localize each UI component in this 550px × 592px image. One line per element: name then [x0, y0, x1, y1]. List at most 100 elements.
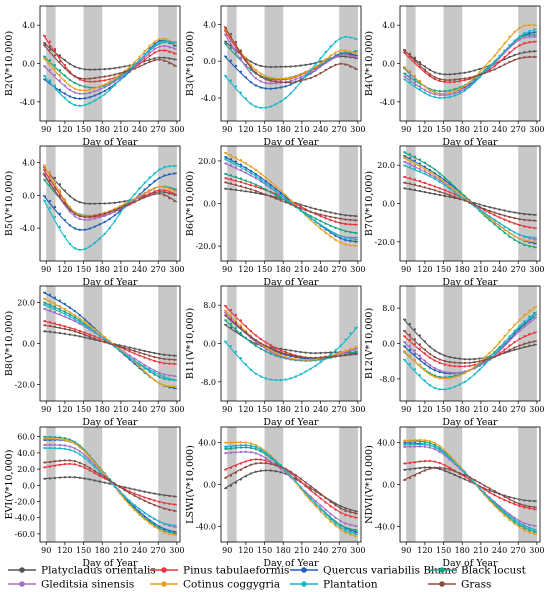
data-point-plantation — [244, 97, 248, 100]
data-point-cotinus-coggygria — [314, 504, 317, 508]
x-tick-label: 240 — [313, 405, 328, 414]
data-point-pinus-tabulaeformis — [319, 215, 322, 218]
data-point-platycladus-orientalis — [108, 67, 111, 70]
x-tick-label: 240 — [492, 265, 507, 274]
data-point-grass — [493, 211, 496, 214]
data-point-quercus-variabilis-blume — [264, 87, 267, 90]
data-point-grass — [113, 73, 116, 76]
x-tick-label: 150 — [76, 265, 91, 274]
data-point-plantation — [294, 480, 297, 483]
x-tick-label: 120 — [57, 265, 72, 274]
data-point-black-locust — [224, 447, 228, 451]
data-point-quercus-variabilis-blume — [88, 322, 91, 326]
data-point-plantation — [53, 215, 57, 219]
data-point-gleditsia-sinensis — [229, 39, 233, 43]
data-point-pinus-tabulaeformis — [48, 465, 52, 468]
data-point-quercus-variabilis-blume — [418, 357, 422, 361]
data-point-grass — [443, 359, 446, 363]
data-point-pinus-tabulaeformis — [58, 323, 62, 326]
data-point-grass — [458, 77, 461, 81]
data-point-gleditsia-sinensis — [478, 364, 481, 367]
data-point-grass — [88, 335, 91, 338]
data-point-grass — [264, 344, 267, 348]
y-tick-label: -4.0 — [20, 98, 35, 107]
data-point-grass — [138, 198, 141, 201]
data-point-grass — [483, 358, 486, 362]
data-point-cotinus-coggygria — [294, 357, 297, 361]
data-point-plantation — [533, 28, 536, 31]
legend-marker-cotinus-coggygria — [161, 581, 167, 587]
data-point-grass — [478, 73, 481, 76]
data-point-cotinus-coggygria — [518, 526, 521, 529]
data-point-grass — [239, 326, 243, 329]
data-point-black-locust — [528, 529, 531, 532]
data-point-gleditsia-sinensis — [518, 519, 521, 523]
data-point-quercus-variabilis-blume — [239, 70, 243, 73]
x-tick-label: 180 — [276, 405, 291, 414]
data-point-black-locust — [488, 219, 491, 222]
y-tick-label: 40.0 — [377, 439, 395, 448]
data-point-grass — [403, 48, 407, 52]
data-point-platycladus-orientalis — [488, 489, 491, 492]
data-point-gleditsia-sinensis — [344, 53, 347, 57]
y-tick-label: -20.0 — [14, 498, 35, 507]
data-point-plantation — [289, 92, 292, 95]
data-point-platycladus-orientalis — [239, 189, 243, 192]
data-point-plantation — [108, 89, 111, 92]
data-point-plantation — [279, 100, 282, 103]
data-point-grass — [163, 507, 166, 510]
data-point-pinus-tabulaeformis — [249, 458, 253, 462]
data-point-plantation — [334, 349, 337, 352]
data-point-cotinus-coggygria — [448, 184, 451, 188]
x-tick-label: 210 — [473, 546, 488, 555]
data-point-pinus-tabulaeformis — [138, 494, 141, 497]
data-point-pinus-tabulaeformis — [153, 51, 156, 54]
data-point-grass — [68, 459, 72, 462]
data-point-grass — [468, 201, 471, 204]
data-point-grass — [448, 468, 451, 471]
shaded-period-3 — [158, 427, 177, 542]
data-point-pinus-tabulaeformis — [334, 220, 337, 223]
data-point-quercus-variabilis-blume — [344, 239, 347, 242]
data-point-grass — [93, 214, 96, 217]
data-point-plantation — [108, 226, 111, 230]
y-tick-label: 0.0 — [382, 200, 395, 209]
shaded-period-1 — [406, 427, 416, 542]
data-point-platycladus-orientalis — [448, 471, 451, 474]
data-point-pinus-tabulaeformis — [63, 325, 67, 328]
data-point-cotinus-coggygria — [518, 26, 521, 30]
data-point-black-locust — [254, 448, 257, 451]
data-point-platycladus-orientalis — [123, 65, 126, 68]
data-point-grass — [438, 77, 441, 81]
data-point-plantation — [513, 39, 516, 42]
data-point-plantation — [143, 511, 146, 515]
data-point-platycladus-orientalis — [314, 352, 317, 355]
data-point-gleditsia-sinensis — [148, 366, 151, 370]
data-point-pinus-tabulaeformis — [428, 183, 432, 186]
data-point-black-locust — [163, 377, 166, 381]
data-point-plantation — [498, 222, 501, 225]
data-point-pinus-tabulaeformis — [433, 359, 436, 362]
data-point-cotinus-coggygria — [168, 533, 171, 536]
y-axis-label: NDVI(V*10,000) — [364, 445, 375, 524]
data-point-gleditsia-sinensis — [324, 61, 327, 65]
data-point-gleditsia-sinensis — [88, 218, 91, 221]
data-point-platycladus-orientalis — [128, 346, 131, 349]
data-point-platycladus-orientalis — [339, 213, 342, 216]
data-point-plantation — [314, 220, 317, 223]
data-point-pinus-tabulaeformis — [229, 466, 233, 470]
data-point-grass — [304, 481, 307, 484]
data-point-platycladus-orientalis — [274, 65, 277, 69]
data-point-pinus-tabulaeformis — [143, 356, 146, 359]
data-point-gleditsia-sinensis — [224, 33, 228, 37]
data-point-grass — [274, 80, 277, 83]
data-point-black-locust — [58, 436, 62, 439]
data-point-plantation — [453, 191, 456, 194]
data-point-quercus-variabilis-blume — [403, 155, 407, 158]
data-point-grass — [428, 72, 432, 76]
data-point-platycladus-orientalis — [108, 202, 111, 205]
data-point-quercus-variabilis-blume — [43, 78, 47, 81]
data-point-cotinus-coggygria — [63, 307, 67, 311]
data-point-grass — [73, 460, 76, 463]
data-point-cotinus-coggygria — [344, 349, 347, 352]
